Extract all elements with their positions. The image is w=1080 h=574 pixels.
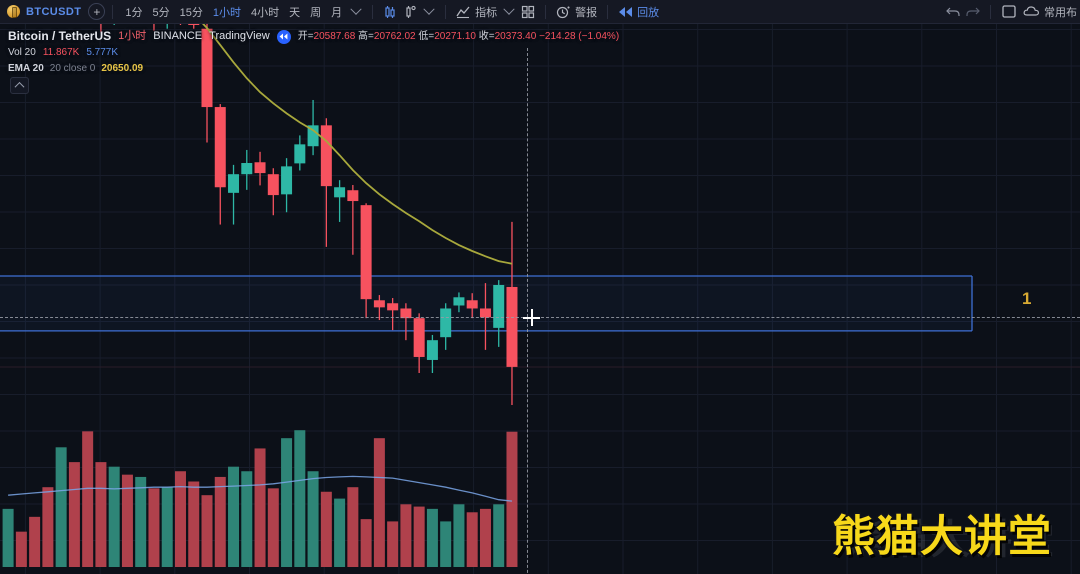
ohlc-readout: 开=20587.68 高=20762.02 低=20271.10 收=20373… — [298, 29, 619, 44]
volume-indicator-title[interactable]: Vol 20 — [8, 47, 36, 58]
bitcoin-icon — [7, 5, 20, 18]
timeframe-1m[interactable]: 1分 — [125, 6, 143, 19]
crosshair-vertical-line — [527, 48, 528, 574]
indicators-icon — [456, 6, 470, 18]
zone-label-1: 1 — [1022, 289, 1032, 308]
timeframe-15m[interactable]: 15分 — [179, 6, 203, 19]
chevron-up-icon — [14, 81, 25, 92]
rewind-icon — [619, 6, 633, 17]
close-label: 收= — [478, 31, 495, 42]
toolbar-right-group: 常用布 — [943, 0, 1080, 23]
volume-value: 11.867K — [42, 47, 80, 58]
alarm-clock-icon — [557, 6, 570, 18]
undo-button[interactable] — [943, 6, 963, 18]
collapse-pane-button[interactable] — [10, 77, 29, 94]
volume-ma-value: 5.777K — [86, 47, 119, 58]
layout-button[interactable] — [998, 4, 1020, 19]
legend-interval[interactable]: 1小时 — [118, 30, 147, 42]
timeframe-1mo[interactable]: 月 — [331, 6, 343, 19]
alerts-label: 警报 — [575, 6, 598, 19]
ema-value: 20650.09 — [101, 63, 144, 74]
divider — [990, 4, 991, 19]
saved-layout-button[interactable]: 常用布 — [1020, 4, 1080, 20]
replay-label: 回放 — [637, 6, 660, 19]
low-value: 20271.10 — [434, 31, 476, 42]
open-label: 开= — [297, 31, 314, 42]
drawing-tool-button[interactable] — [400, 5, 420, 19]
timeframe-1d[interactable]: 天 — [289, 6, 301, 19]
change-value: −214.28 — [539, 31, 576, 42]
symbol-title[interactable]: Bitcoin / TetherUS — [8, 29, 112, 43]
divider — [545, 4, 547, 19]
symbol-button[interactable]: BTCUSDT — [26, 5, 82, 18]
timeframe-1w[interactable]: 周 — [310, 6, 322, 19]
candlestick-icon — [385, 5, 395, 18]
high-value: 20762.02 — [373, 31, 416, 42]
rewind-icon — [279, 33, 288, 40]
close-value: 20373.40 — [494, 31, 537, 42]
candlestick-style-button[interactable] — [380, 5, 400, 19]
single-pane-layout-icon — [1002, 5, 1016, 18]
bar-style-icon — [406, 5, 416, 18]
mouse-cursor-crosshair — [523, 309, 540, 326]
redo-button[interactable] — [963, 6, 983, 18]
legend-exchange[interactable]: BINANCE — [153, 30, 203, 42]
replay-button[interactable]: 回放 — [615, 4, 662, 20]
crosshair-horizontal-line — [0, 317, 1080, 318]
replay-active-badge[interactable] — [276, 29, 291, 44]
indicators-button[interactable]: 指标 — [453, 4, 500, 20]
saved-layout-label: 常用布 — [1044, 6, 1077, 19]
ema-indicator-title[interactable]: EMA 20 — [8, 63, 44, 74]
top-toolbar: BTCUSDT + 1分 5分 15分 1小时 4小时 天 周 月 — [0, 0, 1080, 24]
timeframe-1h[interactable]: 1小时 — [212, 6, 241, 19]
chart-canvas[interactable]: 1 熊猫大讲堂 熊猫大讲堂 — [0, 24, 1080, 574]
templates-button[interactable] — [518, 5, 538, 19]
low-label: 低= — [418, 31, 435, 42]
divider — [112, 4, 114, 19]
divider — [372, 4, 374, 19]
channel-watermark: 熊猫大讲堂 — [831, 513, 1053, 561]
cloud-icon — [1023, 6, 1040, 16]
open-value: 20587.68 — [313, 31, 356, 42]
chart-legend: Bitcoin / TetherUS 1小时 BINANCE TradingVi… — [8, 29, 619, 76]
legend-source: TradingView — [209, 30, 270, 42]
high-label: 高= — [358, 31, 374, 42]
add-symbol-button[interactable]: + — [88, 3, 106, 20]
legend-ema-row: EMA 20 20 close 0 20650.09 — [8, 61, 619, 76]
toolbar-left-group: BTCUSDT + 1分 5分 15分 1小时 4小时 天 周 月 — [0, 0, 662, 23]
divider — [607, 4, 609, 19]
indicators-label: 指标 — [475, 6, 498, 19]
timeframe-5m[interactable]: 5分 — [152, 6, 170, 19]
watermark-shadow: 熊猫大讲堂 — [846, 518, 1056, 562]
undo-icon — [946, 7, 960, 16]
grid-squares-icon — [522, 5, 535, 18]
change-percent: (−1.04%) — [578, 31, 620, 42]
redo-icon — [966, 7, 980, 16]
divider — [445, 4, 447, 19]
ema-params: 20 close 0 — [49, 63, 96, 74]
timeframe-4h[interactable]: 4小时 — [250, 6, 280, 19]
legend-title-row: Bitcoin / TetherUS 1小时 BINANCE TradingVi… — [8, 29, 619, 44]
alerts-button[interactable]: 警报 — [553, 4, 600, 20]
legend-volume-row: Vol 20 11.867K 5.777K — [8, 45, 619, 60]
